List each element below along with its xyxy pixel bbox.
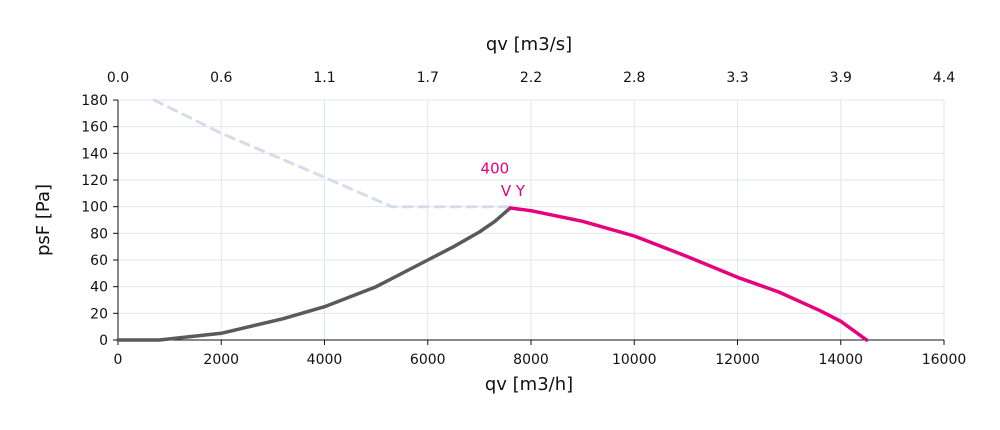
x-tick-label: 16000: [922, 352, 967, 368]
y-tick-label: 180: [81, 93, 108, 109]
x2-tick-label: 0.0: [107, 70, 129, 86]
bottom-axis-title: qv [m3/h]: [485, 374, 573, 395]
x2-tick-label: 1.7: [417, 70, 439, 86]
y-tick-label: 100: [81, 200, 108, 216]
x2-tick-label: 2.2: [520, 70, 542, 86]
y-tick-label: 20: [90, 306, 108, 322]
x-tick-label: 8000: [513, 352, 549, 368]
fan-curve-stall-region: [116, 206, 513, 342]
annotations: 400 V Y: [481, 159, 526, 200]
x2-tick-label: 0.6: [210, 70, 232, 86]
x2-tick-label: 3.3: [726, 70, 748, 86]
fan-curve-operating-region: [508, 206, 869, 342]
y-axis-title: psF [Pa]: [33, 184, 54, 256]
y-tick-label: 160: [81, 120, 108, 136]
x-tick-label: 0: [114, 352, 123, 368]
system-curve-dashed: [152, 98, 512, 209]
operating-point-rpm-label: 400: [481, 159, 510, 177]
grid: [117, 99, 945, 340]
y-tick-label: 80: [90, 226, 108, 242]
y-tick-label: 60: [90, 253, 108, 269]
x2-tick-label: 2.8: [623, 70, 645, 86]
x2-tick-label: 3.9: [830, 70, 852, 86]
x-tick-label: 6000: [410, 352, 446, 368]
x-tick-label: 10000: [612, 352, 657, 368]
x-tick-label: 12000: [715, 352, 760, 368]
x2-tick-label: 4.4: [933, 70, 955, 86]
y-tick-label: 140: [81, 146, 108, 162]
top-axis-title: qv [m3/s]: [486, 34, 572, 55]
y-tick-label: 40: [90, 280, 108, 296]
axes: [113, 99, 945, 345]
y-tick-label: 120: [81, 173, 108, 189]
series-layer: [116, 98, 869, 342]
tick-labels: 0 2000 4000 6000 8000 10000 12000 14000 160000.0…: [81, 70, 966, 368]
x-tick-label: 2000: [203, 352, 239, 368]
x2-tick-label: 1.1: [313, 70, 335, 86]
x-tick-label: 4000: [307, 352, 343, 368]
x-tick-label: 14000: [818, 352, 863, 368]
y-tick-label: 0: [99, 333, 108, 349]
operating-point-marker-label: V Y: [501, 182, 526, 200]
